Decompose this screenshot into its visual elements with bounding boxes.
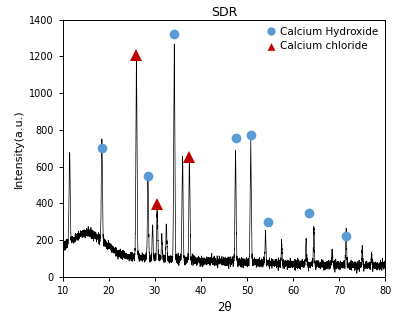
X-axis label: 2θ: 2θ: [217, 301, 231, 315]
Y-axis label: Intensity(a.u.): Intensity(a.u.): [13, 109, 23, 188]
Legend: Calcium Hydroxide, Calcium chloride: Calcium Hydroxide, Calcium chloride: [263, 23, 382, 55]
Title: SDR: SDR: [211, 5, 237, 19]
